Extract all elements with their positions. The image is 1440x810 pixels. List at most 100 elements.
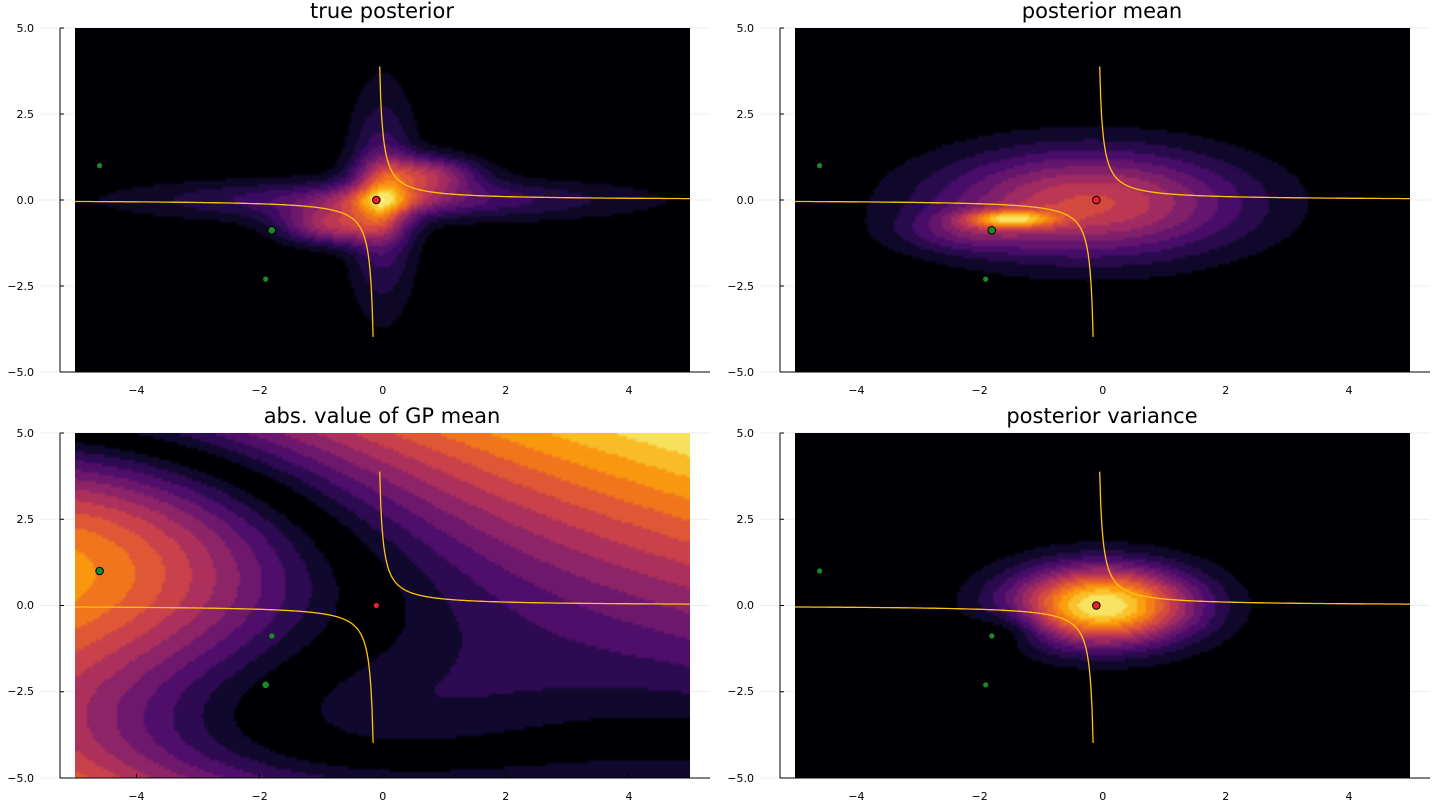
heatmap-field	[795, 433, 1410, 778]
y-tick-label: 5.0	[17, 427, 35, 440]
data-point-small	[269, 633, 275, 639]
panel-title: posterior mean	[1022, 0, 1182, 23]
y-tick-label: 0.0	[737, 599, 755, 612]
y-tick-label: 0.0	[737, 194, 755, 207]
x-tick-label: −2	[971, 790, 987, 803]
yellow-curve	[795, 471, 1410, 743]
panel-title: posterior variance	[1006, 404, 1197, 428]
panel-true-posterior: true posterior −4 −2 0 2 4 5.0 2.5 0.0 −…	[7, 0, 710, 397]
y-tick-label: 5.0	[17, 22, 35, 35]
x-tick-labels: −4 −2 0 2 4	[848, 790, 1352, 803]
curve-branch	[75, 606, 374, 743]
panel-abs-gp-mean: abs. value of GP mean −4 −2 0 2 4 5.0 2.…	[7, 404, 710, 803]
y-tick-label: −2.5	[7, 280, 34, 293]
axes	[779, 27, 1430, 373]
panel-posterior-variance: posterior variance −4 −2 0 2 4 5.0 2.5 0…	[727, 404, 1430, 803]
x-tick-label: 2	[1222, 384, 1229, 397]
data-point-large	[95, 566, 104, 576]
x-tick-label: 4	[626, 790, 633, 803]
x-tick-label: −4	[128, 790, 144, 803]
y-tick-label: −5.0	[727, 772, 754, 785]
x-tick-label: −4	[848, 384, 864, 397]
data-point-large	[261, 680, 270, 690]
data-point-small	[373, 602, 379, 609]
x-tick-label: 2	[1222, 790, 1229, 803]
plot-area	[40, 27, 710, 373]
points	[817, 163, 1101, 282]
y-tick-label: 0.0	[17, 599, 35, 612]
x-tick-label: 4	[1346, 384, 1353, 397]
y-tick-label: −5.0	[727, 366, 754, 379]
data-point-small	[983, 276, 989, 282]
panel-title: abs. value of GP mean	[264, 404, 501, 428]
plot-area	[760, 27, 1430, 373]
x-tick-label: 0	[379, 384, 386, 397]
curve-branch	[379, 471, 690, 605]
heatmap-field	[75, 433, 690, 778]
x-tick-label: 0	[1099, 790, 1106, 803]
heatmap-field	[75, 28, 690, 372]
y-tick-label: 2.5	[17, 108, 35, 121]
axes	[779, 432, 1430, 779]
x-tick-label: 2	[502, 790, 509, 803]
x-tick-labels: −4 −2 0 2 4	[128, 384, 632, 397]
y-tick-labels: 5.0 2.5 0.0 −2.5 −5.0	[727, 22, 754, 379]
points	[817, 568, 1101, 688]
y-tick-label: 5.0	[737, 22, 755, 35]
x-tick-label: 0	[1099, 384, 1106, 397]
plot-area	[40, 432, 710, 779]
data-point-small	[989, 633, 995, 639]
y-tick-label: 2.5	[737, 513, 755, 526]
x-tick-label: −2	[251, 384, 267, 397]
data-point-small	[817, 568, 823, 574]
y-tick-label: 0.0	[17, 194, 35, 207]
x-tick-label: 2	[502, 384, 509, 397]
heatmap-field	[795, 28, 1410, 372]
y-tick-label: −2.5	[727, 685, 754, 698]
panel-posterior-mean: posterior mean −4 −2 0 2 4 5.0 2.5 0.0 −…	[727, 0, 1430, 397]
plot-area	[760, 432, 1430, 779]
yellow-curve	[795, 66, 1410, 337]
y-tick-label: −5.0	[7, 772, 34, 785]
x-tick-labels: −4 −2 0 2 4	[848, 384, 1352, 397]
data-point-small	[983, 682, 989, 688]
curve-branch	[1099, 471, 1410, 605]
yellow-curve	[75, 471, 690, 743]
panel-title: true posterior	[310, 0, 454, 23]
y-tick-label: −2.5	[7, 685, 34, 698]
curve-branch	[795, 200, 1094, 337]
axes	[59, 27, 710, 373]
x-tick-label: −4	[128, 384, 144, 397]
x-tick-label: −2	[251, 790, 267, 803]
x-tick-label: 4	[626, 384, 633, 397]
curve-branch	[379, 66, 690, 200]
data-point-large	[372, 195, 381, 205]
y-tick-label: 2.5	[17, 513, 35, 526]
y-tick-labels: 5.0 2.5 0.0 −2.5 −5.0	[7, 427, 34, 785]
curve-branch	[795, 606, 1094, 743]
yellow-curve	[75, 66, 690, 337]
curve-branch	[1099, 66, 1410, 200]
points	[95, 566, 379, 690]
x-tick-labels: −4 −2 0 2 4	[128, 790, 632, 803]
y-tick-label: −2.5	[727, 280, 754, 293]
data-point-small	[263, 276, 269, 282]
data-point-small	[97, 163, 103, 169]
x-tick-label: −2	[971, 384, 987, 397]
y-tick-label: 5.0	[737, 427, 755, 440]
data-point-large	[987, 225, 997, 235]
data-point-small	[817, 163, 823, 169]
points	[97, 163, 381, 282]
x-tick-label: 4	[1346, 790, 1353, 803]
data-point-large	[267, 225, 277, 235]
y-tick-labels: 5.0 2.5 0.0 −2.5 −5.0	[7, 22, 34, 379]
x-tick-label: 0	[379, 790, 386, 803]
axes	[59, 432, 710, 779]
x-tick-label: −4	[848, 790, 864, 803]
y-tick-label: 2.5	[737, 108, 755, 121]
y-tick-labels: 5.0 2.5 0.0 −2.5 −5.0	[727, 427, 754, 785]
curve-branch	[75, 200, 374, 337]
data-point-large	[1092, 601, 1101, 610]
y-tick-label: −5.0	[7, 366, 34, 379]
